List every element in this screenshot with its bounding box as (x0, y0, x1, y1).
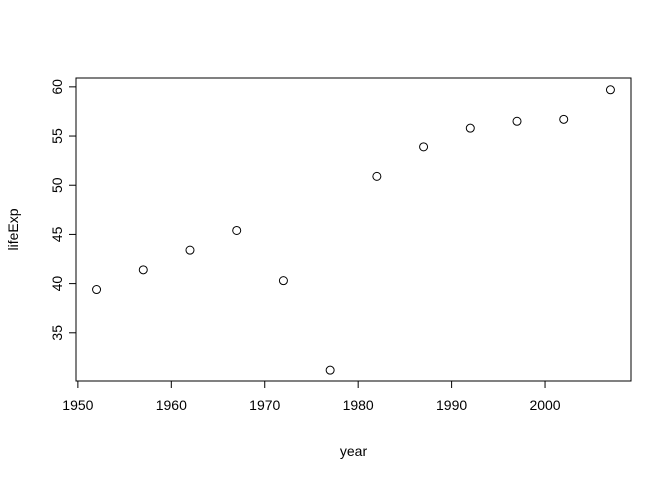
y-tick-label: 35 (49, 325, 65, 341)
point (559, 114, 569, 124)
x-tick-label: 1960 (156, 397, 187, 413)
point (419, 142, 429, 152)
point (372, 171, 382, 181)
y-tick-label: 55 (49, 128, 65, 144)
y-tick-label: 50 (49, 177, 65, 193)
point (278, 276, 288, 286)
x-axis-label: year (340, 443, 368, 459)
y-tick-label: 45 (49, 226, 65, 242)
y-tick-label: 40 (49, 276, 65, 292)
point (605, 85, 615, 95)
point (185, 245, 195, 255)
y-tick-label: 60 (49, 79, 65, 95)
x-tick-label: 1980 (343, 397, 374, 413)
point (512, 116, 522, 126)
plot-box (75, 77, 632, 382)
x-tick-label: 1950 (62, 397, 93, 413)
x-tick-label: 1990 (436, 397, 467, 413)
point (232, 225, 242, 235)
point (325, 365, 335, 375)
y-axis-label: lifeExp (5, 208, 21, 250)
point (92, 285, 102, 295)
x-tick-label: 2000 (529, 397, 560, 413)
x-tick-label: 1970 (249, 397, 280, 413)
point (138, 265, 148, 275)
point (465, 123, 475, 133)
